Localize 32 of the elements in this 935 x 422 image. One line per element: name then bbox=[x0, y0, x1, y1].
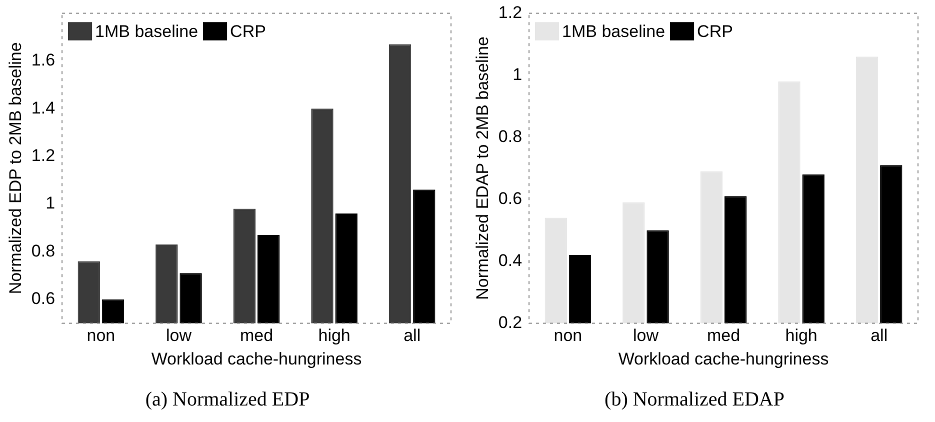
y-tick-label: 0.6 bbox=[31, 289, 56, 308]
text: (b) Normalized EDAP bbox=[604, 388, 784, 410]
x-tick-label: all bbox=[870, 326, 888, 346]
y-axis-title: Normalized EDP to 2MB baseline bbox=[6, 42, 25, 294]
y-tick-label: 1 bbox=[512, 64, 522, 84]
x-tick-label: non bbox=[86, 326, 116, 346]
x-tick-label: low bbox=[632, 326, 660, 346]
x-tick-label: non bbox=[554, 326, 582, 346]
x-tick-label: high bbox=[318, 326, 350, 346]
x-tick-label: high bbox=[785, 326, 818, 346]
x-axis-title: Workload cache-hungriness bbox=[151, 349, 362, 368]
text: (a) Normalized EDP bbox=[145, 388, 310, 410]
x-tick-label: all bbox=[404, 326, 421, 346]
y-tick-label: 1.6 bbox=[31, 50, 56, 70]
legend-label: 1MB baseline bbox=[95, 22, 198, 41]
y-axis-title: Normalized EDAP to 2MB baseline bbox=[472, 36, 492, 300]
y-tick-label: 0.2 bbox=[498, 312, 522, 332]
y-tick-label: 1 bbox=[46, 194, 56, 213]
legend-label: 1MB baseline bbox=[562, 22, 666, 41]
y-tick-label: 0.8 bbox=[498, 126, 522, 146]
y-tick-label: 1.4 bbox=[31, 98, 56, 118]
x-tick-label: low bbox=[166, 326, 192, 346]
legend-label: CRP bbox=[230, 22, 266, 41]
x-axis-title: Workload cache-hungriness bbox=[618, 349, 829, 368]
y-tick-label: 0.4 bbox=[498, 250, 522, 270]
x-tick-label: med bbox=[706, 326, 740, 346]
y-tick-label: 0.6 bbox=[498, 188, 522, 208]
y-tick-label: 1.2 bbox=[498, 2, 522, 22]
y-tick-label: 0.8 bbox=[31, 241, 56, 260]
y-tick-label: 1.2 bbox=[31, 146, 56, 165]
x-tick-label: med bbox=[240, 326, 274, 346]
legend-label: CRP bbox=[697, 22, 733, 41]
